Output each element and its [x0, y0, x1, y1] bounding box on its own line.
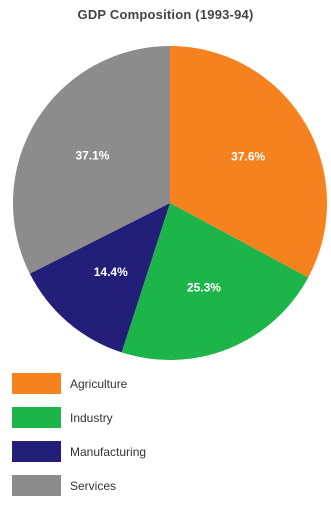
- legend-label-industry: Industry: [70, 410, 113, 425]
- slice-label-industry: 25.3%: [187, 281, 221, 295]
- slice-label-agriculture: 37.6%: [231, 149, 265, 163]
- legend-item-agriculture: Agriculture: [12, 370, 146, 397]
- legend-swatch-industry: [12, 407, 61, 428]
- legend-swatch-agriculture: [12, 373, 61, 394]
- legend-item-industry: Industry: [12, 404, 146, 431]
- chart-title: GDP Composition (1993-94): [77, 7, 254, 22]
- legend-label-services: Services: [70, 478, 117, 493]
- legend-item-services: Services: [12, 472, 146, 499]
- pie-slice-services: [12, 45, 170, 274]
- legend-item-manufacturing: Manufacturing: [12, 438, 146, 465]
- legend: Agriculture Industry Manufacturing Servi…: [12, 370, 146, 506]
- slice-label-services: 37.1%: [75, 148, 109, 162]
- pie-slice-agriculture: [170, 46, 328, 278]
- slice-label-manufacturing: 14.4%: [94, 265, 128, 279]
- pie-slice-industry: [121, 203, 309, 360]
- legend-swatch-services: [12, 475, 61, 496]
- pie-slice-manufacturing: [29, 203, 170, 353]
- legend-label-manufacturing: Manufacturing: [70, 444, 147, 459]
- legend-label-agriculture: Agriculture: [70, 376, 128, 391]
- legend-swatch-manufacturing: [12, 441, 61, 462]
